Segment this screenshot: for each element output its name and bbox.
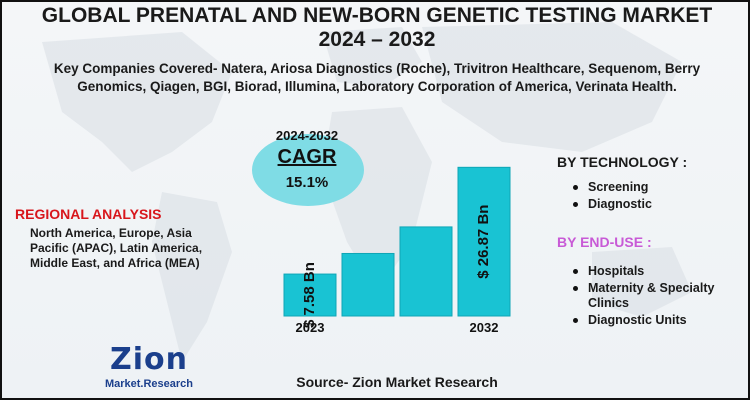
technology-list: Screening Diagnostic	[570, 180, 740, 214]
x-tick-label-0: 2023	[296, 320, 325, 335]
key-companies-text: Key Companies Covered- Natera, Ariosa Di…	[53, 61, 701, 94]
cagr-label: CAGR	[277, 146, 337, 168]
title-line-1: GLOBAL PRENATAL AND NEW-BORN GENETIC TES…	[41, 4, 713, 27]
title-line-2: 2024 – 2032	[318, 28, 436, 51]
end-use-list: Hospitals Maternity & Specialty Clinics …	[570, 264, 745, 330]
x-tick-label-3: 2032	[470, 320, 499, 335]
map-north-america	[42, 32, 232, 172]
logo-wordmark: Zion	[109, 342, 188, 377]
map-australia	[592, 247, 692, 317]
end-use-item: Hospitals	[570, 264, 745, 279]
zion-logo: Zion Market.Research	[94, 344, 204, 398]
map-asia	[422, 22, 682, 152]
map-south-america	[152, 192, 232, 362]
logo-subtext: Market.Research	[104, 378, 194, 390]
cagr-value: 15.1%	[285, 174, 329, 191]
bar-value-label-3: $ 26.87 Bn	[475, 205, 492, 279]
technology-item: Diagnostic	[570, 197, 740, 212]
regional-analysis-text: North America, Europe, Asia Pacific (APA…	[30, 226, 203, 270]
page-title: GLOBAL PRENATAL AND NEW-BORN GENETIC TES…	[2, 4, 748, 52]
cagr-bubble	[252, 134, 364, 206]
map-europe	[322, 27, 422, 87]
cagr-years: 2024-2032	[275, 128, 339, 143]
bar-0	[283, 273, 337, 317]
source-credit: Source- Zion Market Research	[296, 374, 498, 390]
regional-analysis-title: REGIONAL ANALYSIS	[15, 206, 162, 222]
technology-item: Screening	[570, 180, 740, 195]
bar-2	[399, 226, 453, 317]
bar-value-label-0: $ 7.58 Bn	[301, 262, 318, 328]
by-end-use-title: BY END-USE :	[557, 234, 652, 250]
bar-1	[341, 252, 395, 317]
bar-3	[457, 166, 511, 317]
end-use-item: Diagnostic Units	[570, 313, 745, 328]
end-use-item: Maternity & Specialty Clinics	[570, 281, 745, 311]
by-technology-title: BY TECHNOLOGY :	[557, 154, 688, 170]
